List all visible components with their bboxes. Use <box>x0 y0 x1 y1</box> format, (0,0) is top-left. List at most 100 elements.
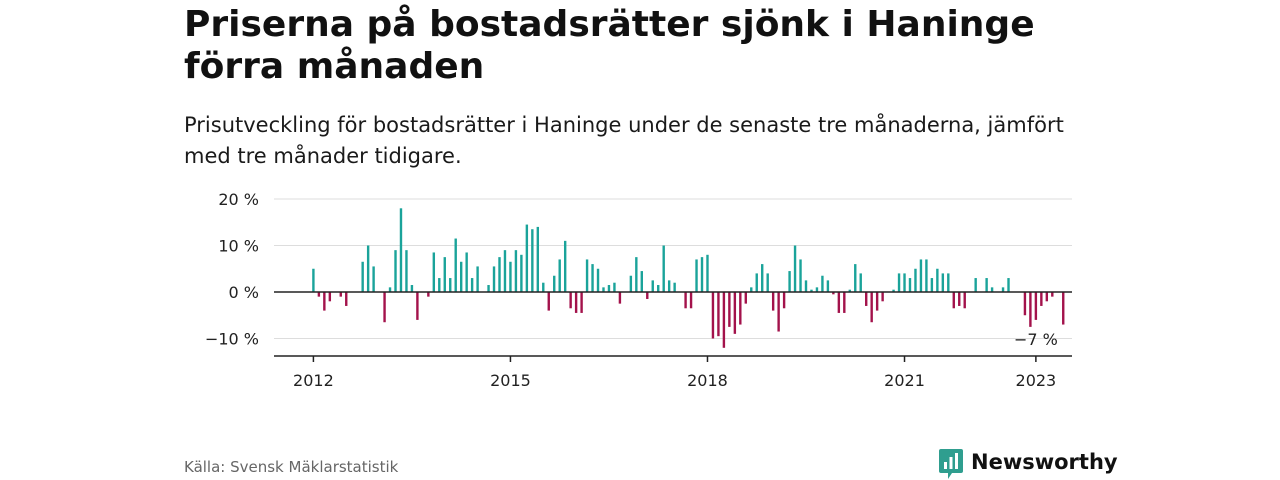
bar <box>832 292 835 295</box>
bar <box>503 250 507 292</box>
bar <box>312 268 315 292</box>
bar <box>476 266 479 293</box>
bar <box>536 226 540 292</box>
bar <box>1023 292 1027 316</box>
bar <box>563 240 567 292</box>
bar <box>339 292 342 297</box>
bar <box>919 259 923 292</box>
bar <box>963 292 966 309</box>
y-tick-label: 0 % <box>229 283 259 302</box>
bar <box>399 208 403 292</box>
axes <box>274 291 1072 357</box>
bar <box>870 292 873 323</box>
bar <box>777 292 780 332</box>
bar <box>843 292 846 313</box>
bar <box>854 264 857 292</box>
bar <box>936 268 939 292</box>
bar <box>394 250 397 292</box>
bar <box>711 292 715 339</box>
x-tick-label: 2023 <box>1016 371 1057 390</box>
bar <box>897 273 901 292</box>
bar <box>602 287 605 292</box>
bar <box>941 273 945 292</box>
bar <box>591 264 594 292</box>
bar <box>596 268 600 292</box>
bar <box>766 273 769 292</box>
bar <box>782 292 786 309</box>
annotation: −7 % <box>1014 330 1058 349</box>
bar <box>859 273 862 292</box>
bar <box>925 259 928 292</box>
bar <box>569 292 572 309</box>
bar <box>788 271 791 292</box>
bar <box>750 287 753 292</box>
bar <box>990 287 994 292</box>
bar <box>613 282 616 292</box>
bar <box>804 280 808 293</box>
bar <box>706 254 709 292</box>
bar <box>317 292 321 297</box>
bar <box>459 261 463 292</box>
bar <box>662 245 665 292</box>
bar <box>761 264 764 292</box>
gridlines <box>274 198 1072 339</box>
bar <box>657 285 660 292</box>
bar <box>607 285 611 292</box>
bar <box>629 275 633 293</box>
bar <box>618 292 622 304</box>
bar <box>958 292 961 306</box>
bar <box>695 259 698 292</box>
bar <box>1029 292 1032 327</box>
newsworthy-logo-icon <box>939 449 963 479</box>
y-tick-label: −10 % <box>205 330 259 349</box>
bar <box>771 292 775 311</box>
bar <box>465 252 468 292</box>
bar <box>903 273 906 292</box>
bar <box>875 292 879 311</box>
bar <box>985 278 988 292</box>
bar <box>739 292 742 325</box>
bar <box>427 292 430 297</box>
bar <box>558 259 561 292</box>
x-tick-label: 2018 <box>687 371 728 390</box>
last-value-label: −7 % <box>1014 330 1058 349</box>
bar <box>684 292 687 309</box>
bar <box>689 292 693 309</box>
bar <box>635 257 638 293</box>
brand-logo[interactable]: Newsworthy <box>938 448 1118 480</box>
bar <box>383 292 386 323</box>
y-axis-labels: 20 % 10 % 0 % −10 % <box>205 190 259 349</box>
bar <box>388 287 392 292</box>
bar <box>514 250 518 292</box>
bar <box>1040 292 1043 306</box>
bar <box>345 292 348 306</box>
x-tick-label: 2021 <box>884 371 925 390</box>
bar <box>405 250 408 292</box>
bar <box>826 280 830 293</box>
bar <box>1045 292 1049 302</box>
bars <box>312 208 1065 348</box>
bar <box>722 292 726 348</box>
bar <box>908 278 912 292</box>
bar <box>646 292 649 299</box>
bar <box>372 266 375 293</box>
bar <box>793 245 797 292</box>
bar <box>328 292 332 302</box>
bar <box>542 282 545 292</box>
bar <box>1007 278 1010 292</box>
bar <box>509 261 512 292</box>
bar <box>952 292 955 309</box>
x-tick-label: 2012 <box>293 371 334 390</box>
bar <box>366 245 370 292</box>
bar <box>574 292 578 313</box>
bar <box>1001 287 1005 292</box>
bar <box>914 268 917 292</box>
bar <box>416 292 419 320</box>
source-label: Källa: Svensk Mäklarstatistik <box>184 458 399 476</box>
bar <box>700 257 704 293</box>
bar <box>728 292 731 327</box>
bar <box>470 278 474 292</box>
bar <box>487 285 490 292</box>
bar <box>821 275 824 293</box>
bar <box>525 224 529 292</box>
